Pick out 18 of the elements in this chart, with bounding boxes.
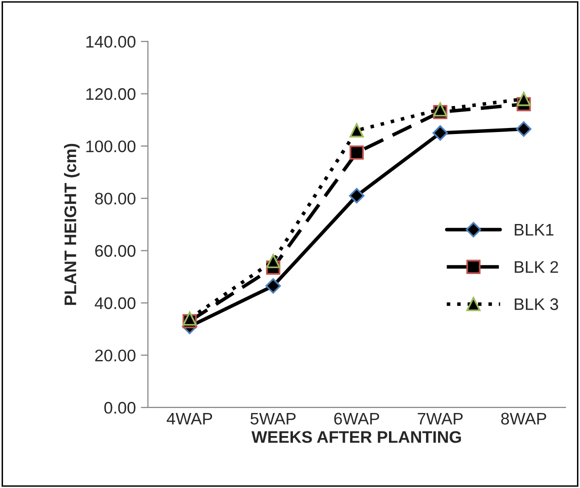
x-axis-title: WEEKS AFTER PLANTING bbox=[251, 431, 461, 443]
y-tick-label: 20.00 bbox=[95, 350, 136, 362]
y-tick-label: 80.00 bbox=[95, 192, 136, 205]
x-tick-label: 4WAP bbox=[166, 412, 212, 424]
legend-label: BLK1 bbox=[514, 224, 554, 236]
y-tick-label: 40.00 bbox=[94, 297, 136, 310]
x-tick-label: 8WAP bbox=[501, 412, 546, 425]
x-tick-label: 7WAP bbox=[418, 412, 463, 424]
y-tick-label: 120.00 bbox=[86, 88, 136, 100]
y-tick-label: 100.00 bbox=[86, 140, 136, 152]
legend-label: BLK 3 bbox=[514, 298, 558, 310]
y-tick-label: 0.00 bbox=[104, 402, 136, 414]
x-tick-label: 6WAP bbox=[334, 412, 380, 425]
y-axis-title: PLANT HEIGHT (cm) bbox=[64, 144, 80, 305]
legend-label: BLK 2 bbox=[514, 261, 558, 273]
y-tick-label: 140.00 bbox=[86, 36, 136, 48]
x-tick-label: 5WAP bbox=[250, 412, 296, 425]
y-tick-label: 60.00 bbox=[95, 245, 136, 257]
